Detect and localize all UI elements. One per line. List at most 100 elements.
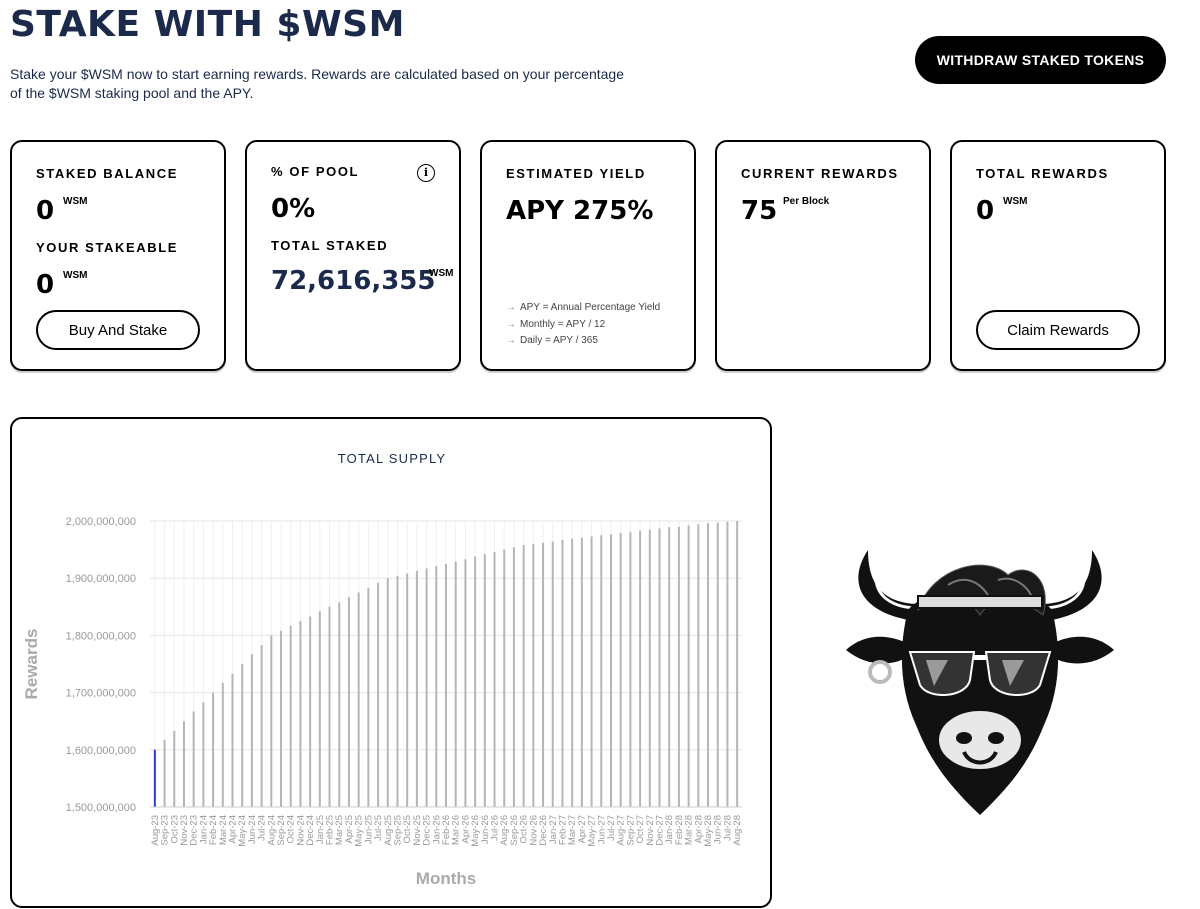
bar (173, 730, 176, 807)
x-tick-label: Mar-24 (218, 815, 229, 845)
x-tick-label: Mar-25 (334, 815, 345, 845)
x-tick-label: Aug-24 (266, 815, 277, 846)
withdraw-staked-tokens-button[interactable]: WITHDRAW STAKED TOKENS (915, 36, 1166, 84)
bar (454, 561, 457, 807)
x-tick-label: Aug-25 (383, 815, 394, 846)
pool-share-value: 0% (271, 194, 316, 224)
bar (609, 534, 612, 807)
y-tick-label: 1,700,000,000 (66, 688, 136, 700)
total-staked-label: TOTAL STAKED (271, 238, 389, 253)
bar (648, 529, 651, 807)
bar (474, 556, 477, 807)
y-tick-label: 2,000,000,000 (66, 516, 136, 528)
y-tick-label: 1,500,000,000 (66, 802, 136, 814)
bar (707, 523, 710, 807)
arrow-right-icon: → (506, 318, 516, 330)
total-rewards-value: 0 (976, 196, 995, 226)
bar (231, 673, 234, 807)
note-daily-text: Daily = APY / 365 (520, 335, 598, 346)
y-tick-label: 1,900,000,000 (66, 573, 136, 585)
bar (241, 664, 244, 807)
bull-mascot-logo (846, 550, 1114, 815)
bar (503, 549, 506, 807)
bar (406, 573, 409, 807)
page-title: STAKE WITH $WSM (10, 4, 405, 45)
x-tick-label: Apr-27 (577, 815, 588, 844)
bar (425, 568, 428, 807)
x-tick-label: Feb-27 (557, 815, 568, 845)
x-tick-label: Oct-24 (286, 815, 297, 844)
apy-value: APY 275% (506, 196, 654, 226)
bar (280, 630, 283, 807)
y-tick-label: 1,800,000,000 (66, 630, 136, 642)
bar (736, 521, 739, 807)
x-tick-label: Apr-24 (227, 815, 238, 844)
x-tick-label: Dec-23 (189, 815, 200, 846)
bar (580, 537, 583, 807)
x-tick-label: Nov-24 (295, 815, 306, 846)
x-tick-label: Jul-28 (722, 815, 733, 841)
yield-notes: → APY = Annual Percentage Yield → Monthly … (506, 300, 660, 350)
x-tick-label: May-25 (354, 815, 365, 847)
bar (377, 582, 380, 807)
x-tick-label: Dec-24 (305, 815, 316, 846)
bar (716, 522, 719, 807)
bar (182, 721, 185, 807)
x-tick-label: Mar-26 (451, 815, 462, 845)
note-monthly: → Monthly = APY / 12 (506, 317, 660, 334)
x-tick-label: Apr-28 (693, 815, 704, 844)
bar (571, 538, 574, 807)
bar (512, 547, 515, 807)
bar (192, 711, 195, 807)
current-rewards-card: CURRENT REWARDS 75 Per Block (715, 140, 931, 371)
bar (221, 682, 224, 807)
bar (493, 551, 496, 807)
bar (677, 526, 680, 807)
bar (464, 559, 467, 807)
bar (299, 621, 302, 807)
x-tick-label: Sep-25 (392, 815, 403, 846)
claim-rewards-button[interactable]: Claim Rewards (976, 310, 1140, 350)
arrow-right-icon: → (506, 302, 516, 313)
bar (386, 578, 389, 807)
x-tick-label: Feb-26 (441, 815, 452, 845)
x-tick-label: Aug-23 (150, 815, 161, 846)
x-tick-label: Mar-27 (567, 815, 578, 845)
total-supply-chart-card: TOTAL SUPPLY 1,500,000,000 1,600,000,000 1… (10, 417, 772, 908)
bar (542, 542, 545, 807)
bar (532, 543, 535, 807)
x-tick-label: Nov-26 (528, 815, 539, 846)
info-icon[interactable]: i (417, 164, 435, 182)
intro-line-2: of the $WSM staking pool and the APY. (10, 85, 254, 101)
staked-balance-card: STAKED BALANCE 0 WSM YOUR STAKEABLE 0 WS… (10, 140, 226, 371)
x-tick-label: May-27 (587, 815, 598, 847)
current-rewards-unit: Per Block (783, 196, 830, 207)
x-tick-label: Oct-23 (169, 815, 180, 844)
pool-share-card: % OF POOL i 0% TOTAL STAKED 72,616,355 W… (245, 140, 461, 371)
bar (726, 521, 729, 807)
note-monthly-text: Monthly = APY / 12 (520, 318, 606, 330)
stakeable-value: 0 (36, 270, 55, 300)
bar (590, 536, 593, 807)
arrow-right-icon: → (506, 335, 516, 346)
x-tick-label: Jun-26 (480, 815, 491, 844)
x-tick-label: Apr-25 (344, 815, 355, 844)
x-tick-label: Jul-27 (606, 815, 617, 841)
bar (163, 740, 166, 807)
buy-and-stake-button[interactable]: Buy And Stake (36, 310, 200, 350)
estimated-yield-label: ESTIMATED YIELD (506, 166, 646, 181)
bar (250, 654, 253, 807)
x-tick-label: Sep-27 (625, 815, 636, 846)
bar (561, 539, 564, 807)
y-axis-title: Rewards (22, 629, 41, 700)
x-tick-label: Nov-23 (179, 815, 190, 846)
bar (619, 533, 622, 807)
x-tick-label: Sep-24 (276, 815, 287, 846)
x-tick-label: Oct-26 (519, 815, 530, 844)
note-daily: → Daily = APY / 365 (506, 333, 660, 350)
total-supply-chart: 1,500,000,000 1,600,000,000 1,700,000,000 1… (22, 516, 743, 888)
staked-balance-unit: WSM (63, 196, 88, 207)
x-tick-label: Jul-24 (257, 815, 268, 841)
bar (289, 625, 292, 807)
x-tick-label: Feb-24 (208, 815, 219, 845)
